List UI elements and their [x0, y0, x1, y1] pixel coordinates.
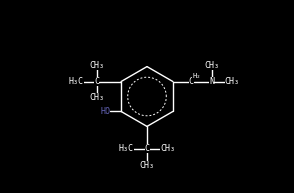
Text: CH₃: CH₃ — [225, 77, 240, 86]
Text: H₃C: H₃C — [69, 77, 83, 86]
Text: H₃C: H₃C — [119, 144, 134, 153]
Text: N: N — [209, 77, 214, 86]
Text: CH₃: CH₃ — [160, 144, 175, 153]
Text: C: C — [144, 144, 150, 153]
Text: C: C — [94, 77, 99, 86]
Text: CH₃: CH₃ — [89, 61, 104, 70]
Text: CH₃: CH₃ — [139, 161, 155, 169]
Text: CH₃: CH₃ — [89, 93, 104, 102]
Text: CH₃: CH₃ — [204, 61, 219, 70]
Text: H₂: H₂ — [192, 73, 201, 79]
Text: C: C — [189, 77, 194, 86]
Text: HO: HO — [100, 107, 110, 116]
